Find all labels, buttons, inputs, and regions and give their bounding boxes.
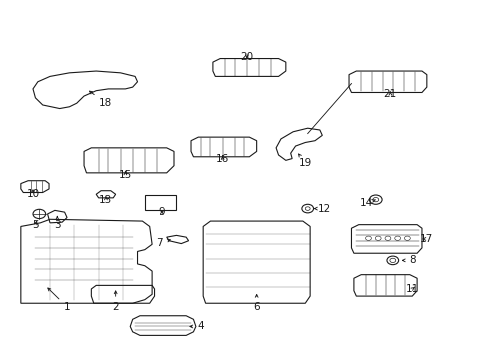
Text: 7: 7 (156, 238, 170, 248)
Text: 12: 12 (314, 203, 331, 213)
Text: 3: 3 (54, 217, 61, 230)
Text: 19: 19 (298, 154, 311, 168)
Text: 11: 11 (405, 284, 418, 294)
Text: 18: 18 (89, 91, 112, 108)
Text: 8: 8 (402, 255, 415, 265)
Text: 17: 17 (419, 234, 432, 244)
Text: 6: 6 (253, 294, 260, 312)
Text: 21: 21 (383, 89, 396, 99)
Text: 5: 5 (32, 220, 39, 230)
Text: 9: 9 (158, 207, 165, 217)
Text: 4: 4 (189, 321, 203, 332)
Text: 15: 15 (119, 170, 132, 180)
Text: 20: 20 (240, 52, 253, 62)
Text: 16: 16 (216, 154, 229, 163)
Text: 10: 10 (26, 189, 40, 199)
Text: 14: 14 (359, 198, 375, 208)
Text: 13: 13 (99, 195, 112, 204)
Text: 1: 1 (48, 288, 70, 312)
Text: 2: 2 (112, 291, 119, 312)
